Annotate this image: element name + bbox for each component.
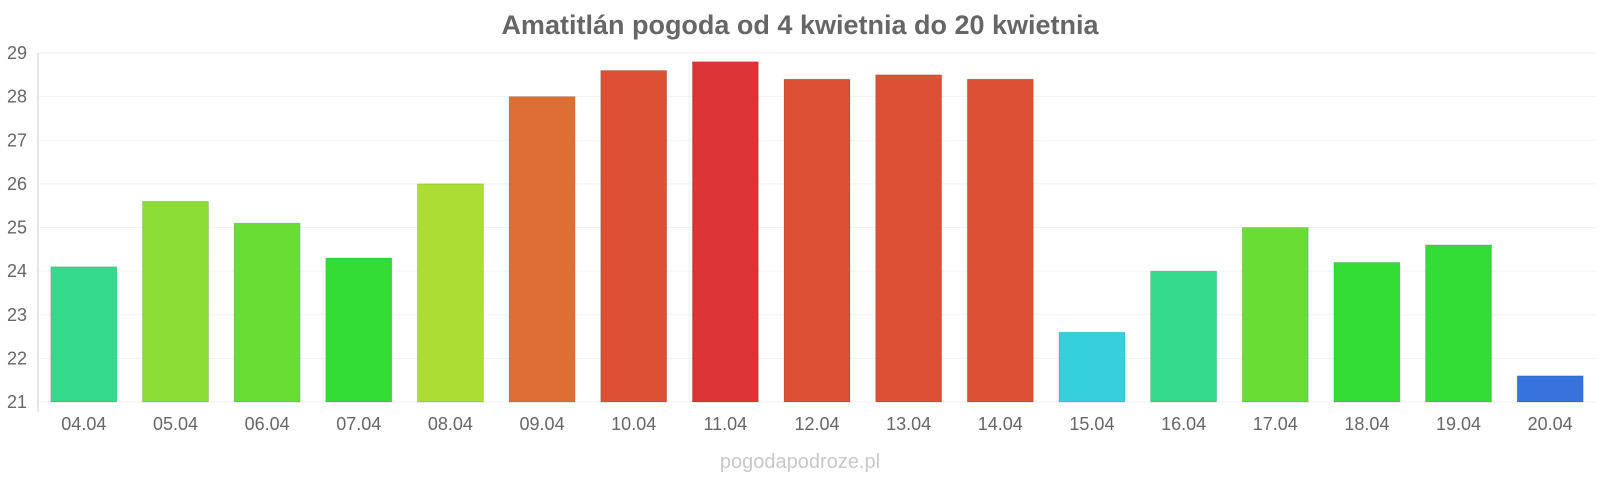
y-tick-label: 28 <box>7 87 27 107</box>
x-tick-label: 19.04 <box>1436 414 1481 434</box>
x-tick-label: 20.04 <box>1528 414 1573 434</box>
bar <box>966 78 1034 403</box>
x-tick-label: 08.04 <box>428 414 473 434</box>
bar <box>1241 227 1309 403</box>
bar <box>1516 375 1584 403</box>
x-tick-label: 07.04 <box>336 414 381 434</box>
bar <box>783 78 851 403</box>
y-tick-label: 26 <box>7 174 27 194</box>
bar <box>1058 331 1126 403</box>
y-tick-label: 21 <box>7 392 27 412</box>
bar <box>875 74 943 403</box>
bar <box>600 69 668 403</box>
x-tick-label: 06.04 <box>245 414 290 434</box>
y-tick-label: 23 <box>7 305 27 325</box>
bar <box>325 257 393 403</box>
x-tick-label: 04.04 <box>61 414 106 434</box>
x-tick-label: 17.04 <box>1253 414 1298 434</box>
y-tick-label: 24 <box>7 261 27 281</box>
x-tick-label: 16.04 <box>1161 414 1206 434</box>
x-tick-label: 09.04 <box>520 414 565 434</box>
bar <box>141 200 209 403</box>
x-tick-label: 11.04 <box>703 414 747 434</box>
bar <box>1333 261 1401 403</box>
watermark: pogodapodroze.pl <box>719 451 881 473</box>
x-tick-label: 18.04 <box>1344 414 1389 434</box>
bars <box>50 61 1584 403</box>
x-tick-label: 10.04 <box>611 414 656 434</box>
y-tick-label: 29 <box>7 43 27 63</box>
axes: 21 22 23 24 25 26 27 28 29 04.04 05.04 06.04 07.04 08… <box>7 43 1573 434</box>
y-tick-label: 27 <box>7 130 27 150</box>
x-tick-label: 05.04 <box>153 414 198 434</box>
bar <box>1150 270 1218 403</box>
x-tick-label: 12.04 <box>794 414 839 434</box>
chart-title: Amatitlán pogoda od 4 kwietnia do 20 kwi… <box>501 10 1099 40</box>
bar <box>50 266 118 403</box>
bar <box>1425 244 1493 403</box>
y-tick-label: 25 <box>7 218 27 238</box>
x-tick-label: 14.04 <box>978 414 1023 434</box>
bar <box>691 61 759 403</box>
x-tick-label: 15.04 <box>1069 414 1114 434</box>
bar <box>508 96 576 403</box>
bar <box>233 222 301 403</box>
y-tick-label: 22 <box>7 348 27 368</box>
bar <box>416 183 484 403</box>
x-tick-label: 13.04 <box>886 414 931 434</box>
